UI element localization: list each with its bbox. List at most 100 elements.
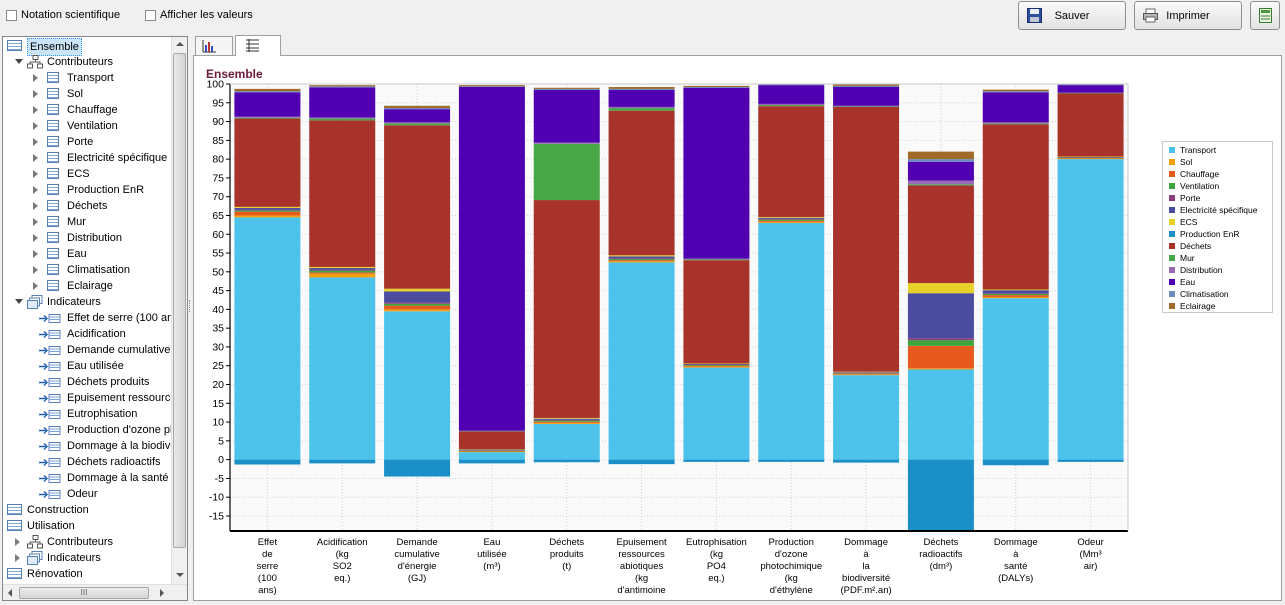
bar-segment (608, 260, 675, 262)
bar-segment (234, 118, 301, 207)
scroll-down-icon[interactable] (176, 573, 184, 577)
tree-item-indicateur[interactable]: Acidification (3, 326, 171, 342)
bar-segment (683, 260, 750, 364)
stacked-tables-icon (27, 551, 43, 565)
tree-item-contributeur[interactable]: Déchets (3, 198, 171, 214)
tree-item-indicateur[interactable]: Déchets radioactifs (3, 454, 171, 470)
legend-item: Production EnR (1169, 228, 1240, 240)
scroll-left-icon[interactable] (8, 589, 12, 597)
sci-notation-option[interactable]: Notation scientifique (6, 9, 120, 21)
tree-item-util-contributeurs[interactable]: Contributeurs (3, 534, 171, 550)
y-tick-label: -10 (209, 492, 224, 504)
tree-item-contributeur[interactable]: Transport (3, 70, 171, 86)
tree-item-contributeur[interactable]: Mur (3, 214, 171, 230)
tree-item-contributeur[interactable]: Eau (3, 246, 171, 262)
expand-arrow-icon[interactable] (33, 234, 38, 242)
tree-item-contributeur[interactable]: Distribution (3, 230, 171, 246)
tree-item-indicateur[interactable]: Eutrophisation (3, 406, 171, 422)
expand-arrow-icon[interactable] (33, 250, 38, 258)
bar-segment (683, 363, 750, 364)
y-tick-label: 30 (212, 341, 224, 353)
expand-arrow-icon[interactable] (33, 170, 38, 178)
indicator-arrow-icon (39, 474, 61, 483)
bar-segment (458, 459, 525, 464)
tree-item-contributeur[interactable]: Climatisation (3, 262, 171, 278)
tree-item-label: Déchets radioactifs (67, 456, 161, 468)
x-tick-label: Demande cumulative d'énergie (GJ) (394, 537, 439, 584)
export-button[interactable] (1250, 1, 1280, 30)
table-icon (47, 232, 59, 243)
bar-segment (982, 459, 1049, 466)
collapse-arrow-icon[interactable] (15, 299, 23, 304)
tree-vertical-scrollbar[interactable] (171, 37, 187, 584)
tree-item-contributeur[interactable]: Production EnR (3, 182, 171, 198)
tree-item-indicateur[interactable]: Eau utilisée (3, 358, 171, 374)
tree-item-construction[interactable]: Construction (3, 502, 171, 518)
bar-segment (1057, 156, 1124, 157)
tree-item-indicateur[interactable]: Demande cumulative c (3, 342, 179, 358)
bar-segment (907, 338, 974, 341)
bar-segment (533, 200, 600, 418)
expand-arrow-icon[interactable] (33, 74, 38, 82)
save-button[interactable]: Sauver (1018, 1, 1126, 30)
show-values-checkbox[interactable] (145, 9, 156, 21)
expand-arrow-icon[interactable] (33, 154, 38, 162)
bar-segment (982, 293, 1049, 296)
tree-item-contributeur[interactable]: Eclairage (3, 278, 171, 294)
expand-arrow-icon[interactable] (33, 266, 38, 274)
scroll-up-icon[interactable] (176, 42, 184, 46)
tree-item-indicateur[interactable]: Epuisement ressource (3, 390, 176, 406)
legend-swatch (1169, 243, 1175, 249)
expand-arrow-icon[interactable] (33, 202, 38, 210)
scroll-right-icon[interactable] (160, 589, 164, 597)
tree-item-indicateur[interactable]: Odeur (3, 486, 171, 502)
legend-label: Climatisation (1180, 289, 1229, 299)
tab-table[interactable] (235, 35, 281, 56)
bar-segment (833, 106, 900, 372)
tree-item-indicateur[interactable]: Effet de serre (100 an (3, 310, 173, 326)
tree-item-util-indicateurs[interactable]: Indicateurs (3, 550, 171, 566)
tree-item-indicateur[interactable]: Production d'ozone ph (3, 422, 176, 438)
tree-item-contributeur[interactable]: Porte (3, 134, 171, 150)
expand-arrow-icon[interactable] (33, 282, 38, 290)
tree-item-indicateur[interactable]: Dommage à la santé (3, 470, 171, 486)
y-tick-label: 40 (212, 304, 224, 316)
tree-item-contributeur[interactable]: Chauffage (3, 102, 171, 118)
expand-arrow-icon[interactable] (33, 122, 38, 130)
expand-arrow-icon[interactable] (33, 90, 38, 98)
expand-arrow-icon[interactable] (33, 186, 38, 194)
tab-chart[interactable] (195, 36, 233, 56)
expand-arrow-icon[interactable] (33, 218, 38, 226)
bar-segment (907, 184, 974, 186)
horizontal-scroll-thumb[interactable]: III (19, 587, 149, 599)
collapse-arrow-icon[interactable] (15, 59, 23, 64)
sci-notation-checkbox[interactable] (6, 9, 17, 21)
navigation-tree[interactable]: Ensemble Contributeurs Transport Sol Chauffa… (2, 36, 188, 601)
bar-segment (907, 180, 974, 185)
bar-segment (234, 459, 301, 465)
tree-item-indicateur[interactable]: Dommage à la biodive (3, 438, 176, 454)
expand-arrow-icon[interactable] (33, 106, 38, 114)
bar-segment (833, 372, 900, 374)
tree-item-renovation[interactable]: Rénovation (3, 566, 171, 582)
tree-item-contributeurs[interactable]: Contributeurs (3, 54, 171, 70)
tree-item-contributeur[interactable]: Ventilation (3, 118, 171, 134)
expand-arrow-icon[interactable] (15, 538, 20, 546)
expand-arrow-icon[interactable] (33, 138, 38, 146)
print-button[interactable]: Imprimer (1134, 1, 1242, 30)
bar-segment (1057, 157, 1124, 158)
show-values-option[interactable]: Afficher les valeurs (145, 9, 253, 21)
tree-item-contributeur[interactable]: Sol (3, 86, 171, 102)
tree-item-indicateurs[interactable]: Indicateurs (3, 294, 171, 310)
expand-arrow-icon[interactable] (15, 554, 20, 562)
bar-segment (384, 302, 451, 304)
tree-item-utilisation[interactable]: Utilisation (3, 518, 171, 534)
tree-item-label: Demande cumulative c (67, 344, 179, 356)
tree-item-contributeur[interactable]: ECS (3, 166, 171, 182)
indicator-arrow-icon (39, 426, 61, 435)
tree-item-indicateur[interactable]: Déchets produits (3, 374, 171, 390)
tree-item-ensemble[interactable]: Ensemble (3, 38, 171, 56)
scroll-thumb[interactable] (173, 53, 186, 548)
tree-item-contributeur[interactable]: Electricité spécifique (3, 150, 171, 166)
tree-horizontal-scrollbar[interactable]: III (3, 584, 187, 600)
